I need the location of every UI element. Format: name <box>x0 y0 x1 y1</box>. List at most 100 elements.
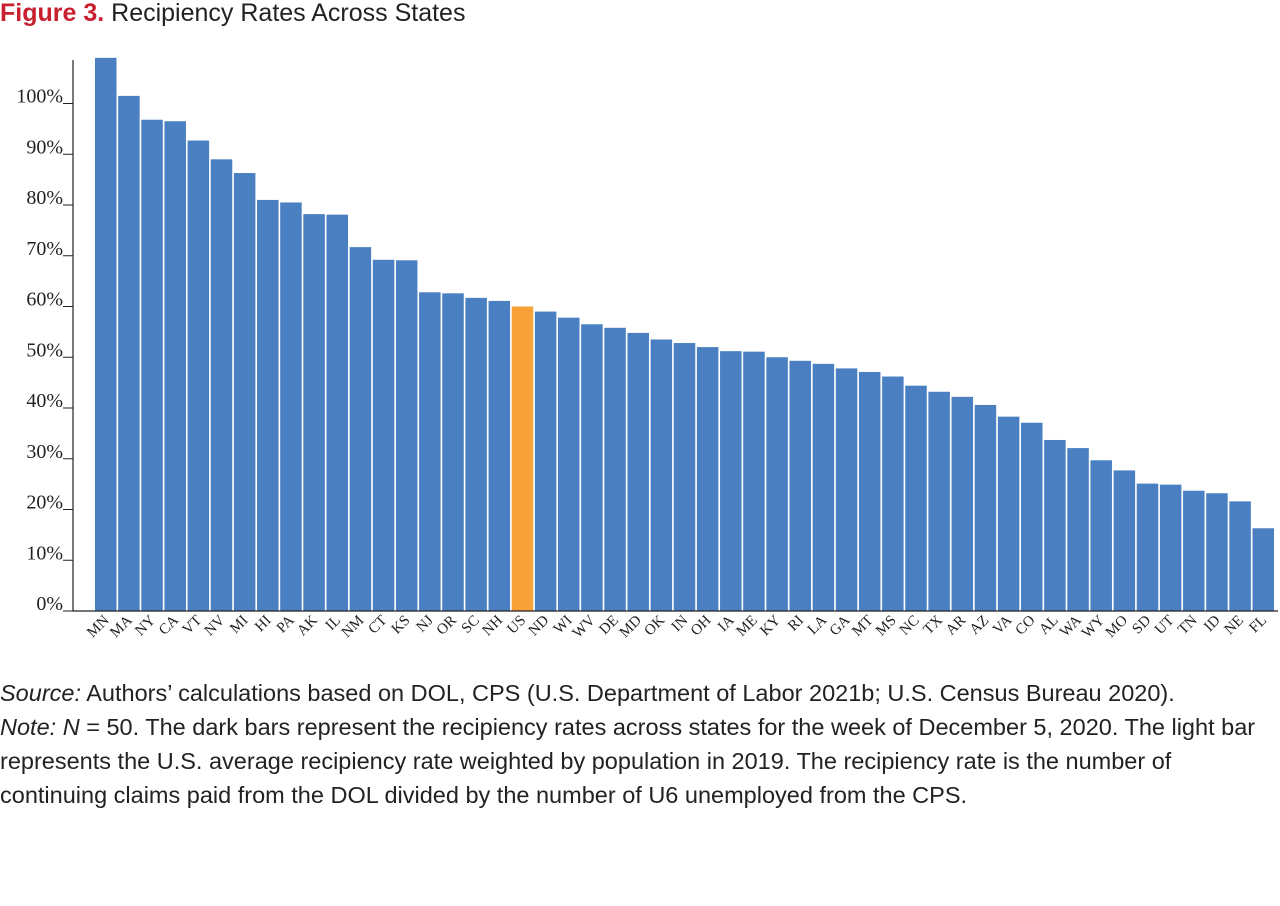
x-tick-label: MI <box>227 613 251 637</box>
x-tick-label: AL <box>1036 613 1061 638</box>
x-tick-label: NJ <box>414 612 437 635</box>
x-tick-label: LA <box>805 612 831 638</box>
y-tick-label: 100% <box>16 86 63 108</box>
x-tick-label: SC <box>459 613 483 637</box>
x-tick-label: RI <box>785 613 807 635</box>
figure-title: Figure 3. Recipiency Rates Across States <box>0 0 465 26</box>
bar-wi <box>558 317 580 611</box>
x-tick-label: ND <box>526 612 553 639</box>
x-tick-label: WV <box>570 612 599 641</box>
x-tick-label: OH <box>688 612 715 639</box>
x-tick-label: SD <box>1129 612 1154 637</box>
x-tick-label: IN <box>669 612 692 635</box>
bar-tn <box>1183 490 1205 611</box>
x-tick-label: AK <box>294 612 321 639</box>
x-tick-label: WA <box>1057 612 1085 640</box>
bar-wy <box>1090 460 1112 611</box>
bar-hi <box>257 199 279 611</box>
x-tick-label: CA <box>156 612 182 638</box>
bar-pa <box>280 202 302 611</box>
figure-title-text: Recipiency Rates Across States <box>111 0 466 27</box>
note-label: Note: <box>0 714 57 740</box>
y-tick-label: 0% <box>36 593 63 615</box>
bar-chart: 0%10%20%30%40%50%60%70%80%90%100%MNMANYC… <box>16 57 1278 642</box>
bar-ri <box>789 360 811 611</box>
bar-ut <box>1159 484 1182 611</box>
figure-label: Figure 3. <box>0 0 105 27</box>
bar-md <box>627 332 649 611</box>
x-tick-label: NV <box>202 612 229 639</box>
x-tick-label: OK <box>642 612 669 639</box>
bar-nh <box>488 300 511 611</box>
source-text: Authors’ calculations based on DOL, CPS … <box>81 680 1175 706</box>
x-tick-label: OR <box>434 613 460 639</box>
bar-wv <box>581 324 603 611</box>
bar-ks <box>395 260 418 611</box>
bar-or <box>442 293 464 611</box>
bar-ia <box>720 351 742 611</box>
y-tick-label: 50% <box>26 339 63 361</box>
x-tick-label: MO <box>1103 612 1132 641</box>
bar-nv <box>210 159 233 611</box>
bar-ne <box>1229 501 1251 611</box>
y-tick-label: 70% <box>26 238 63 260</box>
x-tick-label: TX <box>921 612 947 638</box>
bar-ak <box>303 214 325 611</box>
x-tick-label: NM <box>339 613 367 641</box>
x-tick-label: NC <box>897 613 923 639</box>
note-n-variable: N <box>62 714 80 740</box>
bar-va <box>997 416 1020 611</box>
x-tick-label: AZ <box>967 613 992 638</box>
bar-nc <box>905 385 927 611</box>
bar-mn <box>95 57 117 611</box>
bar-sd <box>1136 483 1159 611</box>
bar-me <box>743 351 765 611</box>
bar-az <box>974 404 997 611</box>
bar-ca <box>164 121 186 611</box>
bar-ar <box>951 396 974 611</box>
x-tick-label: GA <box>827 612 854 639</box>
bar-wa <box>1067 448 1089 611</box>
x-tick-label: MT <box>849 613 876 640</box>
x-tick-label: IA <box>715 612 738 635</box>
x-tick-label: WY <box>1079 612 1108 641</box>
bar-ok <box>650 339 673 611</box>
bar-ky <box>766 357 788 611</box>
x-tick-label: ID <box>1201 612 1224 635</box>
x-tick-label: DE <box>596 613 621 638</box>
x-tick-label: TN <box>1175 612 1201 638</box>
bar-la <box>812 363 835 611</box>
bar-id <box>1206 493 1228 611</box>
bar-nj <box>419 292 441 611</box>
x-tick-label: NH <box>479 612 506 639</box>
bar-fl <box>1252 528 1274 611</box>
x-tick-label: MA <box>107 612 136 641</box>
source-note: Source: Authors’ calculations based on D… <box>0 676 1270 710</box>
x-tick-label: MS <box>873 613 900 640</box>
x-tick-label: MN <box>84 612 113 641</box>
figure-notes: Source: Authors’ calculations based on D… <box>0 676 1270 812</box>
x-tick-label: MD <box>617 612 646 641</box>
x-tick-label: AR <box>943 613 969 639</box>
x-tick-label: VA <box>990 612 1015 637</box>
y-tick-label: 30% <box>26 441 63 463</box>
x-tick-label: ME <box>734 613 761 640</box>
x-tick-label: VT <box>180 613 205 638</box>
x-tick-label: UT <box>1152 613 1177 638</box>
bar-il <box>326 214 348 611</box>
note-text: = 50. The dark bars represent the recipi… <box>0 714 1256 808</box>
bar-nm <box>349 247 372 611</box>
bar-in <box>673 343 696 611</box>
bar-ct <box>372 259 395 611</box>
bar-mt <box>858 371 881 611</box>
x-tick-label: HI <box>252 613 275 636</box>
bar-vt <box>187 140 210 612</box>
x-tick-label: CT <box>366 613 391 638</box>
bar-us <box>511 306 534 611</box>
y-tick-label: 40% <box>26 390 63 412</box>
note-paragraph: Note: N = 50. The dark bars represent th… <box>0 710 1270 812</box>
bar-mo <box>1113 470 1136 611</box>
x-tick-label: NY <box>132 612 159 639</box>
y-tick-label: 80% <box>26 187 63 209</box>
bar-ny <box>141 119 163 612</box>
